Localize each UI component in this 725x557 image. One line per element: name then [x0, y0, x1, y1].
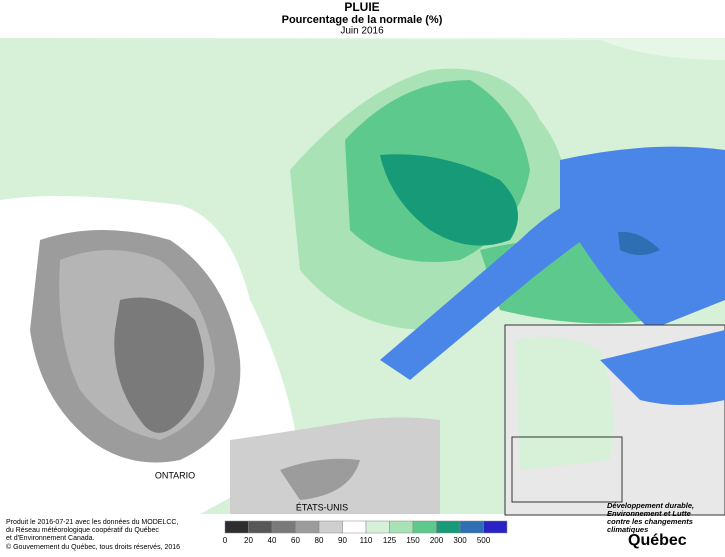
logo: Développement durable, Environnement et … [607, 501, 694, 549]
legend-label: 20 [244, 536, 253, 545]
legend-label: 150 [406, 536, 420, 545]
logo-text: contre les changements [607, 517, 693, 526]
legend-label: 80 [315, 536, 324, 545]
legend-label: 125 [383, 536, 397, 545]
credit-line: Produit le 2016-07-21 avec les données d… [6, 519, 178, 526]
legend-label: 200 [430, 536, 444, 545]
legend-label: 90 [338, 536, 347, 545]
region-label: ONTARIO [155, 470, 195, 480]
legend-swatch [436, 520, 461, 534]
legend-swatch [412, 520, 437, 534]
legend: 0 20 40 60 80 90 110 125 150 200 300 500 [223, 520, 508, 545]
credit-line: du Réseau météorologique coopératif du Q… [6, 527, 159, 534]
map [0, 38, 725, 516]
legend-label: 110 [360, 536, 373, 545]
subtitle: Pourcentage de la normale (%) [282, 14, 443, 26]
legend-label: 40 [268, 536, 277, 545]
period: Juin 2016 [340, 26, 384, 37]
legend-swatch [271, 520, 296, 534]
region-label: ÉTATS-UNIS [296, 502, 348, 512]
legend-swatch [342, 520, 367, 534]
legend-label: 0 [223, 536, 228, 545]
legend-label: 60 [291, 536, 300, 545]
credit-line: et d'Environnement Canada. [6, 535, 95, 542]
legend-swatch [248, 520, 273, 534]
legend-swatch [483, 520, 508, 534]
logo-text: climatiques [607, 525, 648, 534]
credit-line: © Gouvernement du Québec, tous droits ré… [6, 543, 180, 551]
legend-swatch [365, 520, 390, 534]
legend-swatch [224, 520, 249, 534]
credits: Produit le 2016-07-21 avec les données d… [6, 519, 180, 551]
legend-label: 300 [453, 536, 467, 545]
legend-swatch [459, 520, 484, 534]
title: PLUIE [344, 0, 379, 14]
legend-swatch [318, 520, 343, 534]
logo-text: Développement durable, [607, 501, 694, 510]
legend-label: 500 [477, 536, 491, 545]
logo-text: Environnement et Lutte [607, 509, 691, 518]
logo-name: Québec [628, 532, 687, 549]
legend-swatch [295, 520, 320, 534]
legend-swatch [389, 520, 414, 534]
